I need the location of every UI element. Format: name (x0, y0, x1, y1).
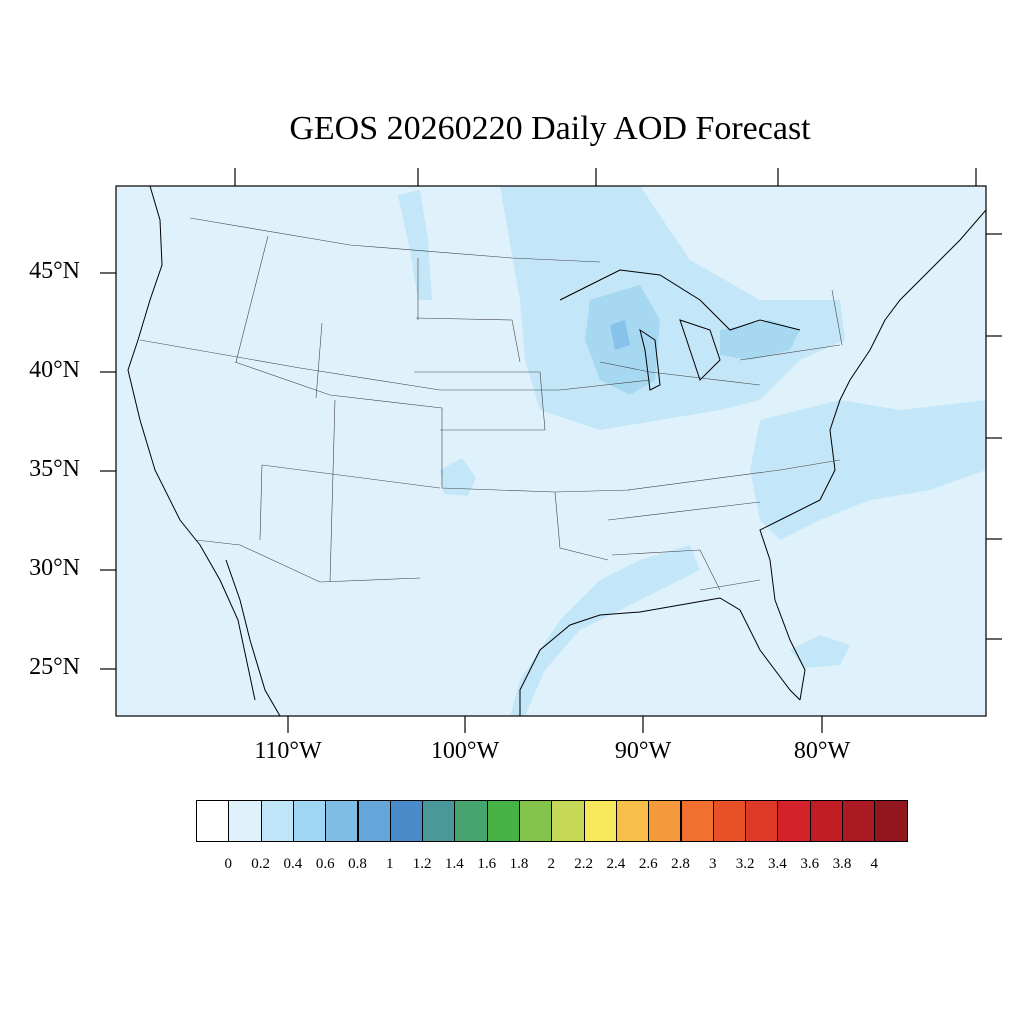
top-ticks (234, 168, 977, 186)
colorbar-cell-12 (583, 800, 617, 842)
colorbar-label: 2 (547, 856, 556, 872)
aod-plume-north-dakota (398, 190, 432, 300)
lat-label-25: 25°N (29, 654, 80, 680)
colorbar-label: 0.8 (348, 856, 367, 872)
aod-plume-gulf (510, 545, 700, 716)
aod-plume-great-lakes (500, 186, 845, 430)
map-frame (115, 185, 987, 717)
colorbar-label: 4 (870, 856, 879, 872)
lon-label-100: 100°W (430, 738, 500, 764)
colorbar-cell-17 (745, 800, 779, 842)
colorbar-label: 1.6 (477, 856, 497, 872)
colorbar-cell-7 (422, 800, 456, 842)
colorbar-label: 0.4 (283, 856, 303, 872)
colorbar-label: 3 (709, 856, 717, 872)
lat-label-30: 30°N (29, 555, 80, 581)
colorbar-cell-18 (777, 800, 811, 842)
colorbar-cell-1 (228, 800, 262, 842)
colorbar-label: 2.6 (638, 856, 658, 872)
coastlines (127, 186, 986, 716)
lon-label-90: 90°W (614, 738, 672, 764)
colorbar-label: 1.2 (412, 856, 432, 872)
aod-plume-wisconsin-core (610, 320, 630, 350)
colorbar-cell-4 (325, 800, 359, 842)
colorbar-label: 0.2 (251, 856, 270, 872)
colorbar-label: 1.8 (509, 856, 529, 872)
colorbar-label: 3.2 (735, 856, 755, 872)
colorbar-cell-16 (712, 800, 747, 842)
lat-label-45: 45°N (29, 258, 80, 284)
colorbar-cell-9 (486, 800, 520, 842)
left-ticks (100, 272, 116, 670)
colorbar-label: 0 (224, 856, 233, 872)
map-title: GEOS 20260220 Daily AOD Forecast (289, 110, 811, 147)
colorbar-cell-15 (680, 800, 714, 842)
colorbar-label: 2.4 (606, 856, 626, 872)
colorbar-cell-5 (357, 800, 391, 842)
colorbar-cell-19 (809, 800, 843, 842)
lon-label-110: 110°W (254, 738, 322, 764)
colorbar-cell-2 (260, 800, 294, 842)
aod-plume-texas-panhandle (440, 458, 476, 496)
aod-plume-florida-keys (790, 635, 850, 668)
colorbar-label: 1.4 (445, 856, 464, 872)
colorbar-cell-6 (389, 800, 424, 842)
colorbar-label: 3.4 (768, 856, 787, 872)
colorbar-cell-14 (648, 800, 682, 842)
colorbar-cell-21 (874, 800, 908, 842)
lat-label-35: 35°N (29, 456, 80, 482)
bottom-ticks (287, 716, 823, 733)
colorbar-cell-8 (454, 800, 488, 842)
colorbar-cell-11 (551, 800, 585, 842)
colorbar-label: 2.8 (671, 856, 690, 872)
lon-label-80: 80°W (793, 738, 851, 764)
aod-plume-ny-core (720, 320, 800, 360)
right-ticks (986, 233, 1002, 640)
colorbar-label: 0.6 (315, 856, 335, 872)
colorbar-cell-10 (519, 800, 553, 842)
colorbar-cell-3 (292, 800, 327, 842)
colorbar-cell-20 (842, 800, 876, 842)
colorbar-cell-13 (615, 800, 650, 842)
colorbar-cell-0 (196, 800, 230, 842)
colorbar-label: 3.6 (800, 856, 820, 872)
lat-label-40: 40°N (29, 357, 80, 383)
colorbar-label: 1 (386, 856, 394, 872)
colorbar-label: 2.2 (574, 856, 593, 872)
colorbar-label: 3.8 (832, 856, 852, 872)
state-borders (139, 217, 843, 591)
